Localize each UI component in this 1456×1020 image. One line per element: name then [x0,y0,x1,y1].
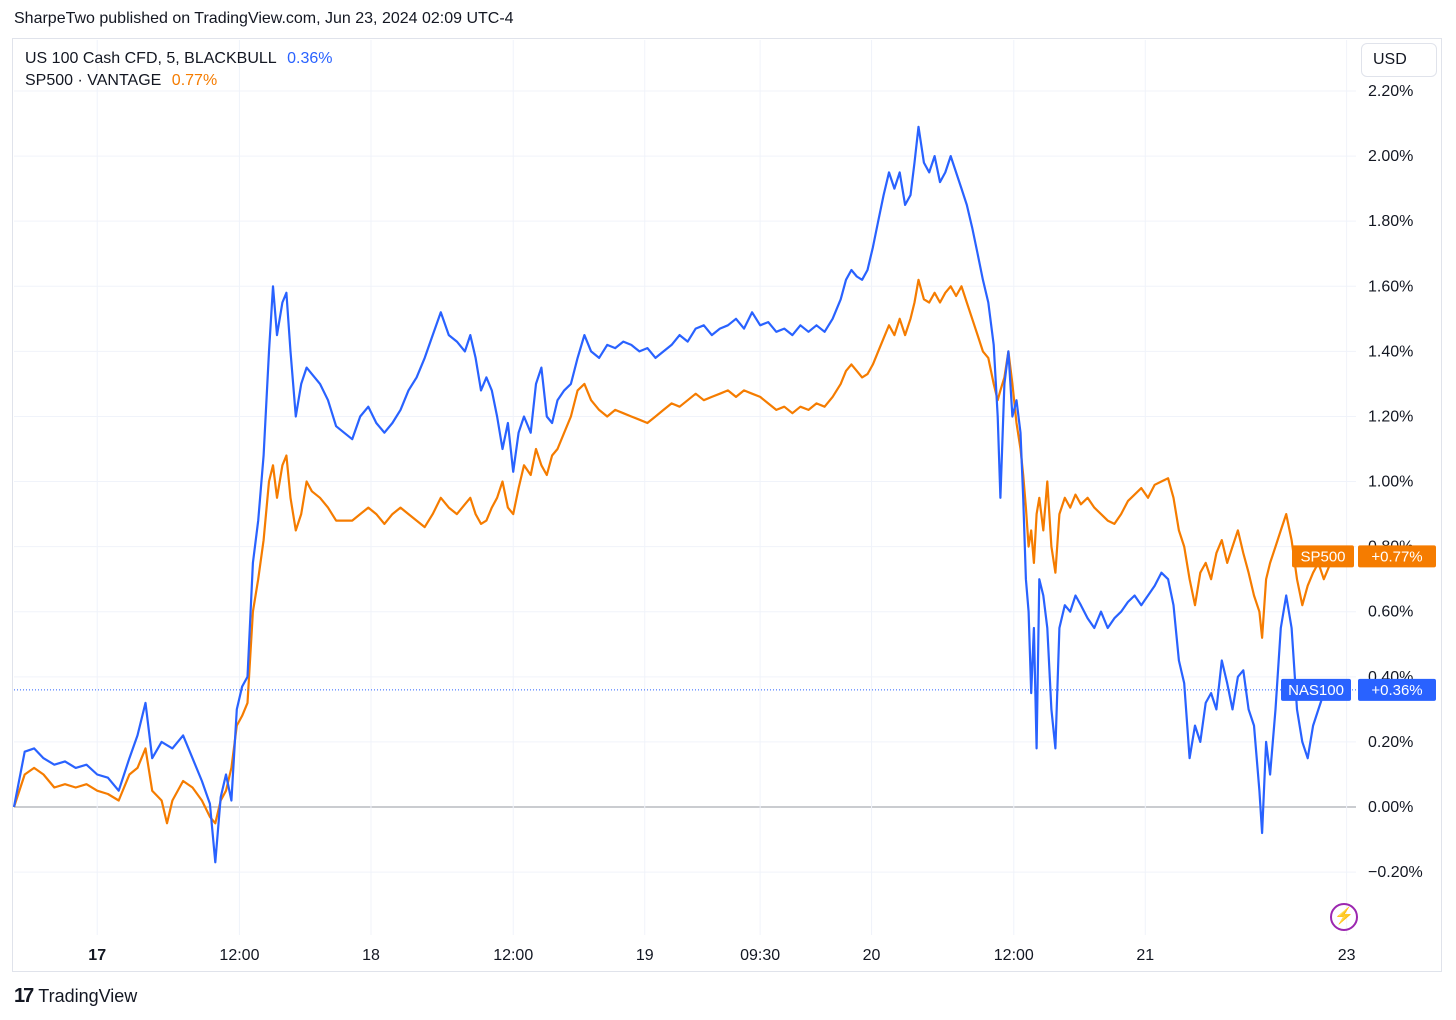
series-name-tag-nas100 [1281,678,1351,701]
y-tick-label: 1.20% [1368,408,1413,425]
x-tick-label: 18 [362,947,380,964]
lightning-icon[interactable]: ⚡ [1330,903,1358,931]
x-tick-label: 12:00 [994,947,1034,964]
x-tick-label: 12:00 [493,947,533,964]
series-line-sp500 [12,278,1337,825]
currency-button[interactable]: USD [1361,43,1437,77]
y-tick-label: −0.20% [1368,864,1423,881]
last-value-tag-nas100 [1358,678,1436,701]
x-tick-label: 17 [88,947,106,964]
legend-row-sp500[interactable]: SP500 · VANTAGE 0.77% [25,70,339,92]
chart-frame [12,38,1442,972]
legend-label-nas100: US 100 Cash CFD, 5, BLACKBULL [25,50,277,67]
x-tick-label: 23 [1338,947,1356,964]
publisher-caption: SharpeTwo published on TradingView.com, … [14,10,514,27]
y-tick-label: 0.60% [1368,604,1413,621]
x-tick-label: 19 [636,947,654,964]
series-name-tag-label: NAS100 [1288,682,1344,699]
y-tick-label: 1.60% [1368,278,1413,295]
footer-brand[interactable]: 17 TradingView [14,985,137,1008]
y-tick-label: 1.80% [1368,213,1413,230]
last-value-tag-label: +0.77% [1371,548,1422,565]
x-tick-label: 21 [1136,947,1154,964]
y-tick-label: 0.20% [1368,734,1413,751]
y-tick-label: 0.00% [1368,799,1413,816]
series-name-tag-sp500 [1292,545,1354,568]
brand-name: TradingView [38,986,138,1006]
y-tick-label: 1.40% [1368,343,1413,360]
y-tick-label: 2.00% [1368,148,1413,165]
chart-legend: US 100 Cash CFD, 5, BLACKBULL 0.36% SP50… [25,48,339,92]
last-value-tag-sp500 [1358,545,1436,568]
x-tick-label: 20 [863,947,881,964]
y-tick-label: 1.00% [1368,474,1413,491]
last-value-tag-label: +0.36% [1371,682,1422,699]
series-name-tag-label: SP500 [1300,548,1345,565]
legend-change-sp500: 0.77% [171,72,218,89]
x-tick-label: 09:30 [740,947,780,964]
series-line-nas100 [12,125,1337,864]
legend-row-nas100[interactable]: US 100 Cash CFD, 5, BLACKBULL 0.36% [25,48,339,70]
tradingview-logo-icon: 17 [14,985,34,1007]
y-tick-label: 2.20% [1368,83,1413,100]
legend-label-sp500: SP500 · VANTAGE [25,72,162,89]
x-tick-label: 12:00 [219,947,259,964]
legend-change-nas100: 0.36% [287,50,333,67]
